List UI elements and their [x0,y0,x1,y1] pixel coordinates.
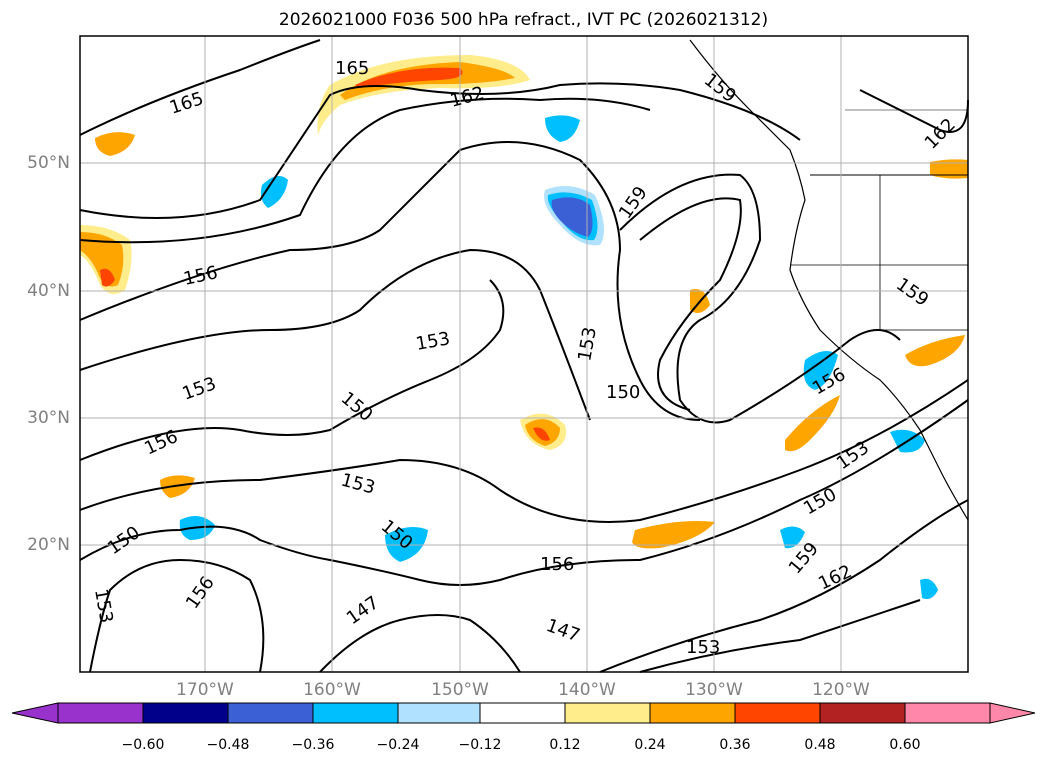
contour-label: 159 [892,274,932,311]
lon-label: 160°W [303,680,361,700]
contour-label: 156 [182,573,219,613]
contour-label: 153 [339,470,378,499]
lat-label: 40°N [27,281,70,301]
contour-label: 156 [540,554,574,575]
contour-label: 153 [574,325,601,362]
colorbar-tick: 0.12 [549,737,581,753]
contour-label: 165 [335,58,369,79]
contour-lines [79,39,969,673]
contour-label: 153 [833,437,873,474]
contour-label: 153 [90,587,117,624]
contour-label: 150 [800,484,840,519]
contour-label: 150 [606,382,640,403]
lon-label: 140°W [558,680,616,700]
lat-label: 20°N [27,535,70,555]
contour-label: 159 [700,69,740,107]
colorbar-tick: −0.24 [376,737,420,753]
contour-label: 162 [815,561,855,595]
colorbar [11,702,1036,724]
colorbar-extend-left [11,702,59,724]
colorbar-extend-right [989,702,1036,724]
lon-label: 150°W [431,680,489,700]
contour-label: 147 [343,592,383,629]
colorbar-tick: −0.36 [291,737,335,753]
colorbar-tick: 0.60 [889,737,921,753]
lon-label: 130°W [685,680,743,700]
colorbar-tick: 0.36 [719,737,751,753]
contour-label: 153 [686,637,720,658]
contour-label: 150 [104,522,144,559]
contour-label: 153 [180,373,219,404]
lon-label: 120°W [812,680,870,700]
contour-label: 147 [543,615,582,646]
shaded-anomalies [80,55,968,599]
map-title: 2026021000 F036 500 hPa refract., IVT PC… [278,10,769,30]
colorbar-tick: 0.24 [634,737,666,753]
contour-label: 165 [167,88,206,119]
plot-frame [79,35,969,673]
contour-label: 153 [414,328,451,355]
contour-label: 156 [182,262,220,290]
contour-label: 159 [615,183,652,223]
colorbar-tick: −0.48 [206,737,250,753]
contour-label: 162 [921,114,960,153]
contour-label: 150 [337,388,377,426]
lat-label: 30°N [27,408,70,428]
colorbar-tick: −0.12 [458,737,502,753]
lat-label: 50°N [27,153,70,173]
colorbar-tick: −0.60 [121,737,165,753]
colorbar-tick: 0.48 [804,737,836,753]
graticule [80,36,968,672]
lon-label: 170°W [176,680,234,700]
coastlines [689,39,969,521]
